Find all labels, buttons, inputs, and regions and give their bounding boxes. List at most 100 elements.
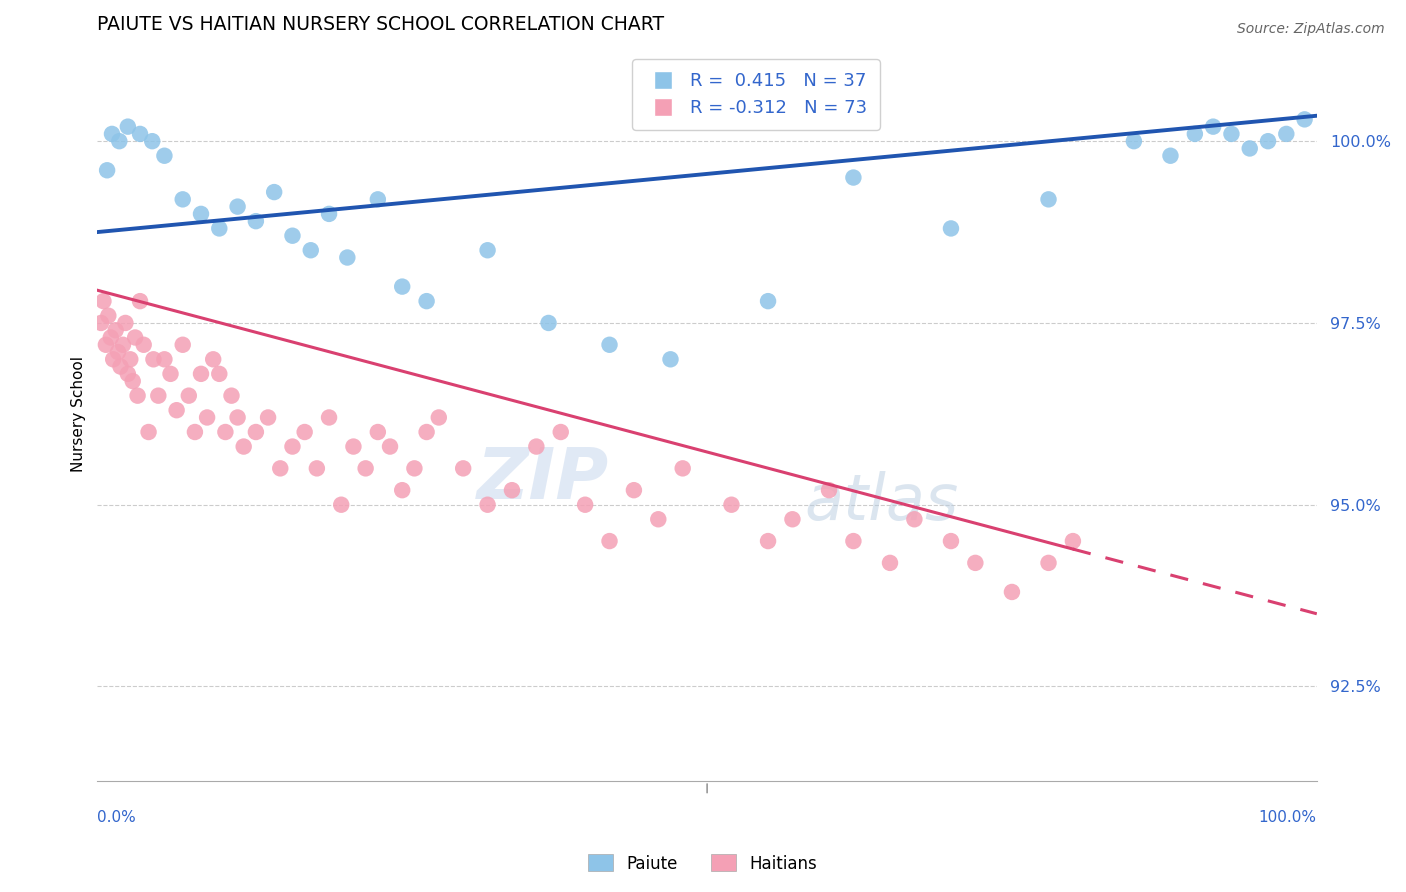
Legend: Paiute, Haitians: Paiute, Haitians bbox=[582, 847, 824, 880]
Point bbox=[166, 403, 188, 417]
Point bbox=[172, 338, 194, 352]
Point bbox=[391, 279, 413, 293]
Point bbox=[903, 512, 925, 526]
Point bbox=[647, 512, 669, 526]
Point bbox=[378, 440, 401, 454]
Point bbox=[1001, 585, 1024, 599]
Point bbox=[108, 134, 131, 148]
Point bbox=[599, 338, 621, 352]
Point bbox=[318, 410, 340, 425]
Point bbox=[939, 534, 962, 549]
Point bbox=[104, 323, 127, 337]
Point bbox=[415, 294, 437, 309]
Point bbox=[367, 425, 389, 439]
Point bbox=[879, 556, 901, 570]
Point bbox=[1239, 141, 1261, 155]
Point bbox=[1038, 192, 1060, 206]
Point bbox=[190, 207, 212, 221]
Point bbox=[138, 425, 160, 439]
Point bbox=[281, 440, 304, 454]
Text: PAIUTE VS HAITIAN NURSERY SCHOOL CORRELATION CHART: PAIUTE VS HAITIAN NURSERY SCHOOL CORRELA… bbox=[97, 15, 665, 34]
Point bbox=[100, 330, 122, 344]
Point bbox=[782, 512, 804, 526]
Point bbox=[107, 345, 129, 359]
Point bbox=[842, 170, 865, 185]
Point bbox=[101, 127, 124, 141]
Y-axis label: Nursery School: Nursery School bbox=[72, 356, 86, 472]
Point bbox=[232, 440, 254, 454]
Point bbox=[1038, 556, 1060, 570]
Point bbox=[208, 367, 231, 381]
Point bbox=[391, 483, 413, 498]
Point bbox=[599, 534, 621, 549]
Point bbox=[818, 483, 841, 498]
Point bbox=[127, 389, 149, 403]
Point bbox=[117, 120, 139, 134]
Point bbox=[245, 214, 267, 228]
Point bbox=[574, 498, 596, 512]
Text: ZIP: ZIP bbox=[477, 445, 610, 515]
Point bbox=[281, 228, 304, 243]
Point bbox=[1220, 127, 1243, 141]
Point bbox=[117, 367, 139, 381]
Point bbox=[269, 461, 291, 475]
Point bbox=[756, 294, 779, 309]
Point bbox=[318, 207, 340, 221]
Point bbox=[1202, 120, 1225, 134]
Point bbox=[367, 192, 389, 206]
Text: 0.0%: 0.0% bbox=[97, 810, 136, 825]
Text: 100.0%: 100.0% bbox=[1258, 810, 1317, 825]
Point bbox=[939, 221, 962, 235]
Point bbox=[305, 461, 328, 475]
Point bbox=[190, 367, 212, 381]
Point bbox=[111, 338, 134, 352]
Point bbox=[659, 352, 682, 367]
Point bbox=[114, 316, 136, 330]
Point bbox=[121, 374, 143, 388]
Point bbox=[110, 359, 132, 374]
Point bbox=[842, 534, 865, 549]
Point bbox=[354, 461, 377, 475]
Point bbox=[226, 410, 249, 425]
Point bbox=[142, 352, 165, 367]
Point bbox=[720, 498, 742, 512]
Point bbox=[202, 352, 225, 367]
Point bbox=[214, 425, 236, 439]
Point bbox=[1294, 112, 1316, 127]
Point bbox=[427, 410, 450, 425]
Point bbox=[672, 461, 695, 475]
Point bbox=[1062, 534, 1084, 549]
Point bbox=[153, 149, 176, 163]
Point bbox=[965, 556, 987, 570]
Point bbox=[294, 425, 316, 439]
Point bbox=[177, 389, 200, 403]
Point bbox=[756, 534, 779, 549]
Text: atlas: atlas bbox=[804, 471, 959, 533]
Point bbox=[93, 294, 115, 309]
Point bbox=[97, 309, 120, 323]
Point bbox=[299, 244, 322, 258]
Point bbox=[172, 192, 194, 206]
Point bbox=[1159, 149, 1181, 163]
Point bbox=[129, 294, 152, 309]
Point bbox=[96, 163, 118, 178]
Point bbox=[195, 410, 218, 425]
Point bbox=[257, 410, 280, 425]
Point bbox=[263, 185, 285, 199]
Point bbox=[404, 461, 426, 475]
Text: Source: ZipAtlas.com: Source: ZipAtlas.com bbox=[1237, 22, 1385, 37]
Point bbox=[124, 330, 146, 344]
Point bbox=[537, 316, 560, 330]
Point bbox=[1257, 134, 1279, 148]
Point bbox=[184, 425, 207, 439]
Point bbox=[330, 498, 353, 512]
Point bbox=[477, 244, 499, 258]
Point bbox=[141, 134, 163, 148]
Point bbox=[148, 389, 170, 403]
Point bbox=[550, 425, 572, 439]
Point bbox=[132, 338, 155, 352]
Point bbox=[342, 440, 364, 454]
Point bbox=[129, 127, 152, 141]
Point bbox=[208, 221, 231, 235]
Point bbox=[524, 440, 547, 454]
